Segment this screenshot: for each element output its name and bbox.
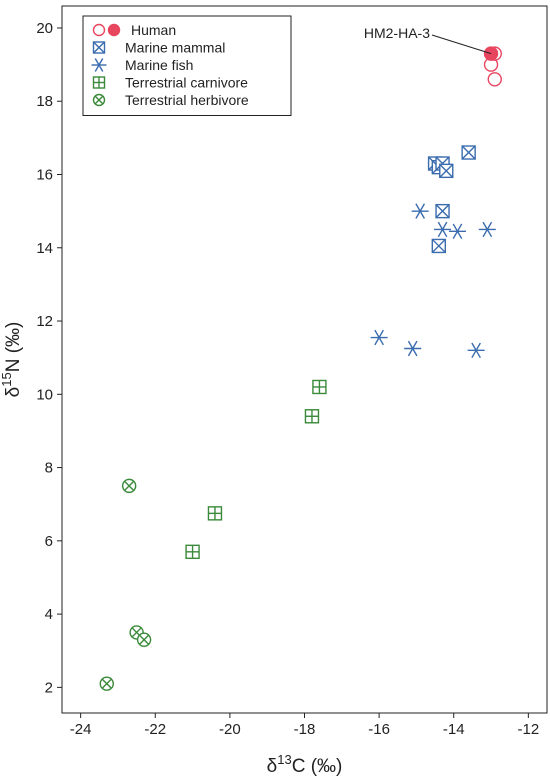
data-point-marine-mammal-4 xyxy=(461,145,476,160)
legend-item-marine-mammal: Marine mammal xyxy=(92,40,225,56)
x-tick-label: -16 xyxy=(368,721,390,738)
data-point-marine-fish-3 xyxy=(478,221,496,238)
annotation-leader-line xyxy=(431,34,492,55)
data-point-marine-mammal-5 xyxy=(435,203,450,219)
data-point-terrestrial-carnivore-3 xyxy=(185,544,200,560)
data-point-marine-mammal-3 xyxy=(439,163,454,179)
data-point-terrestrial-carnivore-1 xyxy=(304,409,320,424)
y-tick-label: 10 xyxy=(36,386,53,403)
annotation-label: HM2-HA-3 xyxy=(364,25,430,41)
x-tick-label: -12 xyxy=(518,721,540,738)
data-point-terrestrial-herbivore-2 xyxy=(136,632,152,647)
y-tick-label: 2 xyxy=(45,679,53,696)
annotation: HM2-HA-3 xyxy=(364,25,492,55)
y-tick-label: 6 xyxy=(45,533,53,550)
legend-label: Marine fish xyxy=(125,57,193,73)
x-axis-title-main: δ xyxy=(267,756,278,777)
x-tick-label: -14 xyxy=(443,721,465,738)
y-tick-label: 14 xyxy=(36,240,53,257)
data-point-marine-fish-2 xyxy=(448,223,466,239)
data-point-marine-fish-4 xyxy=(370,329,388,346)
x-tick-label: -20 xyxy=(219,721,241,738)
data-point-terrestrial-herbivore-0 xyxy=(121,478,137,494)
x-axis-title-rest: C (‰) xyxy=(292,756,343,777)
legend-label: Terrestrial herbivore xyxy=(125,92,249,108)
y-tick-label: 4 xyxy=(45,606,53,623)
data-points xyxy=(99,46,502,691)
data-point-terrestrial-carnivore-0 xyxy=(312,379,327,395)
legend-label: Marine mammal xyxy=(125,40,225,56)
y-tick-label: 20 xyxy=(36,20,53,37)
data-point-marine-fish-1 xyxy=(434,221,452,238)
y-tick-label: 8 xyxy=(45,460,53,477)
x-axis-title-sup: 13 xyxy=(277,752,291,767)
legend-item-terrestrial-herbivore: Terrestrial herbivore xyxy=(92,92,249,108)
axes: -24 -22 -20 -18 -16 -14 -12 2 4 6 8 10 12 14 16 18 20 xyxy=(36,20,539,738)
y-axis-title: δ15N (‰) xyxy=(0,322,24,398)
y-tick-label: 12 xyxy=(36,313,53,330)
legend-item-marine-fish: Marine fish xyxy=(91,57,193,73)
y-tick-label: 18 xyxy=(36,93,53,110)
legend-item-human: Human xyxy=(92,22,176,38)
legend-label: Terrestrial carnivore xyxy=(125,75,248,91)
data-point-human-2 xyxy=(487,72,502,87)
y-tick-label: 16 xyxy=(36,167,53,184)
legend-label: Human xyxy=(131,22,176,38)
data-point-marine-fish-5 xyxy=(404,340,422,357)
data-point-terrestrial-herbivore-3 xyxy=(99,676,114,691)
data-point-marine-fish-6 xyxy=(467,342,485,359)
data-point-terrestrial-carnivore-2 xyxy=(207,506,223,521)
x-tick-label: -22 xyxy=(144,721,166,738)
legend-item-terrestrial-carnivore: Terrestrial carnivore xyxy=(92,75,248,91)
x-tick-label: -24 xyxy=(70,721,92,738)
y-axis-title-sup: 15 xyxy=(0,372,14,386)
data-point-marine-fish-0 xyxy=(411,203,429,219)
y-axis-title-main: δ xyxy=(3,387,24,398)
y-axis-title-rest: N (‰) xyxy=(3,322,24,373)
x-axis-title: δ13C (‰) xyxy=(267,752,343,777)
data-point-marine-mammal-6 xyxy=(431,238,447,254)
x-tick-label: -18 xyxy=(294,721,316,738)
